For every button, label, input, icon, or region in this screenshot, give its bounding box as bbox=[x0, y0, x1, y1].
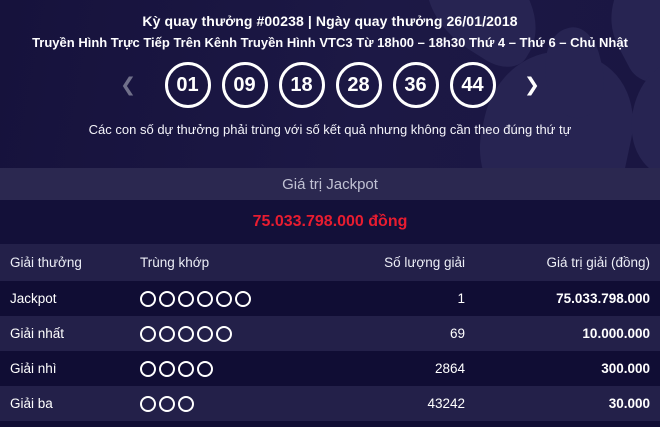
match-ball-icon bbox=[140, 325, 156, 342]
winning-numbers-row: ❮ 01 09 18 28 36 44 ❯ bbox=[0, 62, 660, 108]
match-ball-icon bbox=[140, 290, 156, 307]
winning-number-ball: 36 bbox=[392, 62, 439, 108]
column-header-prize-name: Giải thưởng bbox=[10, 255, 82, 270]
table-row-third-prize: Giải ba 43242 30.000 bbox=[0, 386, 660, 421]
match-ball-icon bbox=[216, 325, 232, 342]
match-balls bbox=[140, 360, 325, 377]
column-header-match: Trùng khớp bbox=[140, 255, 210, 270]
winning-number-ball: 44 bbox=[449, 62, 496, 108]
winner-count: 2864 bbox=[434, 361, 465, 376]
prize-value: 10.000.000 bbox=[582, 326, 650, 341]
winning-number-ball: 28 bbox=[335, 62, 382, 108]
prize-name: Jackpot bbox=[10, 291, 57, 306]
prize-table: Giải thưởng Trùng khớp Số lượng giải Giá… bbox=[0, 244, 660, 421]
winner-count: 69 bbox=[449, 326, 465, 341]
column-header-winner-count: Số lượng giải bbox=[384, 255, 465, 270]
winner-count: 1 bbox=[457, 291, 465, 306]
chevron-left-icon[interactable]: ❮ bbox=[120, 74, 136, 96]
match-ball-icon bbox=[140, 360, 156, 377]
match-ball-icon bbox=[197, 290, 213, 307]
winner-count: 43242 bbox=[427, 396, 465, 411]
winning-number-ball: 18 bbox=[278, 62, 325, 108]
table-row-jackpot: Jackpot 1 75.033.798.000 bbox=[0, 281, 660, 316]
winning-number-ball: 01 bbox=[164, 62, 211, 108]
match-ball-icon bbox=[159, 395, 175, 412]
chevron-right-icon[interactable]: ❯ bbox=[524, 74, 540, 96]
match-ball-icon bbox=[159, 290, 175, 307]
prize-name: Giải ba bbox=[10, 396, 53, 411]
match-ball-icon bbox=[178, 290, 194, 307]
match-ball-icon bbox=[197, 360, 213, 377]
match-balls bbox=[140, 325, 325, 342]
match-ball-icon bbox=[140, 395, 156, 412]
matching-rule-note: Các con số dự thưởng phải trùng với số k… bbox=[88, 122, 572, 137]
match-balls bbox=[140, 395, 325, 412]
match-ball-icon bbox=[159, 325, 175, 342]
winning-number-ball: 09 bbox=[221, 62, 268, 108]
broadcast-schedule: Truyền Hình Trực Tiếp Trên Kênh Truyền H… bbox=[32, 35, 628, 50]
match-ball-icon bbox=[216, 290, 232, 307]
table-row-second-prize: Giải nhì 2864 300.000 bbox=[0, 351, 660, 386]
jackpot-value-section: 75.033.798.000 đồng bbox=[0, 200, 660, 244]
draw-title: Kỳ quay thưởng #00238 | Ngày quay thưởng… bbox=[142, 13, 518, 29]
table-row-first-prize: Giải nhất 69 10.000.000 bbox=[0, 316, 660, 351]
prize-value: 30.000 bbox=[608, 396, 650, 411]
match-ball-icon bbox=[178, 395, 194, 412]
column-header-prize-value: Giá trị giải (đồng) bbox=[546, 255, 650, 270]
draw-header-section: Kỳ quay thưởng #00238 | Ngày quay thưởng… bbox=[0, 0, 660, 168]
match-ball-icon bbox=[159, 360, 175, 377]
prize-value: 300.000 bbox=[601, 361, 650, 376]
prize-name: Giải nhất bbox=[10, 326, 65, 341]
match-ball-icon bbox=[178, 360, 194, 377]
jackpot-label-bar: Giá trị Jackpot bbox=[0, 168, 660, 200]
prize-value: 75.033.798.000 bbox=[556, 291, 650, 306]
prize-name: Giải nhì bbox=[10, 361, 57, 376]
jackpot-label: Giá trị Jackpot bbox=[282, 175, 378, 193]
jackpot-value: 75.033.798.000 đồng bbox=[252, 213, 408, 230]
match-balls bbox=[140, 290, 325, 307]
match-ball-icon bbox=[197, 325, 213, 342]
match-ball-icon bbox=[235, 290, 251, 307]
prize-table-header: Giải thưởng Trùng khớp Số lượng giải Giá… bbox=[0, 244, 660, 281]
match-ball-icon bbox=[178, 325, 194, 342]
